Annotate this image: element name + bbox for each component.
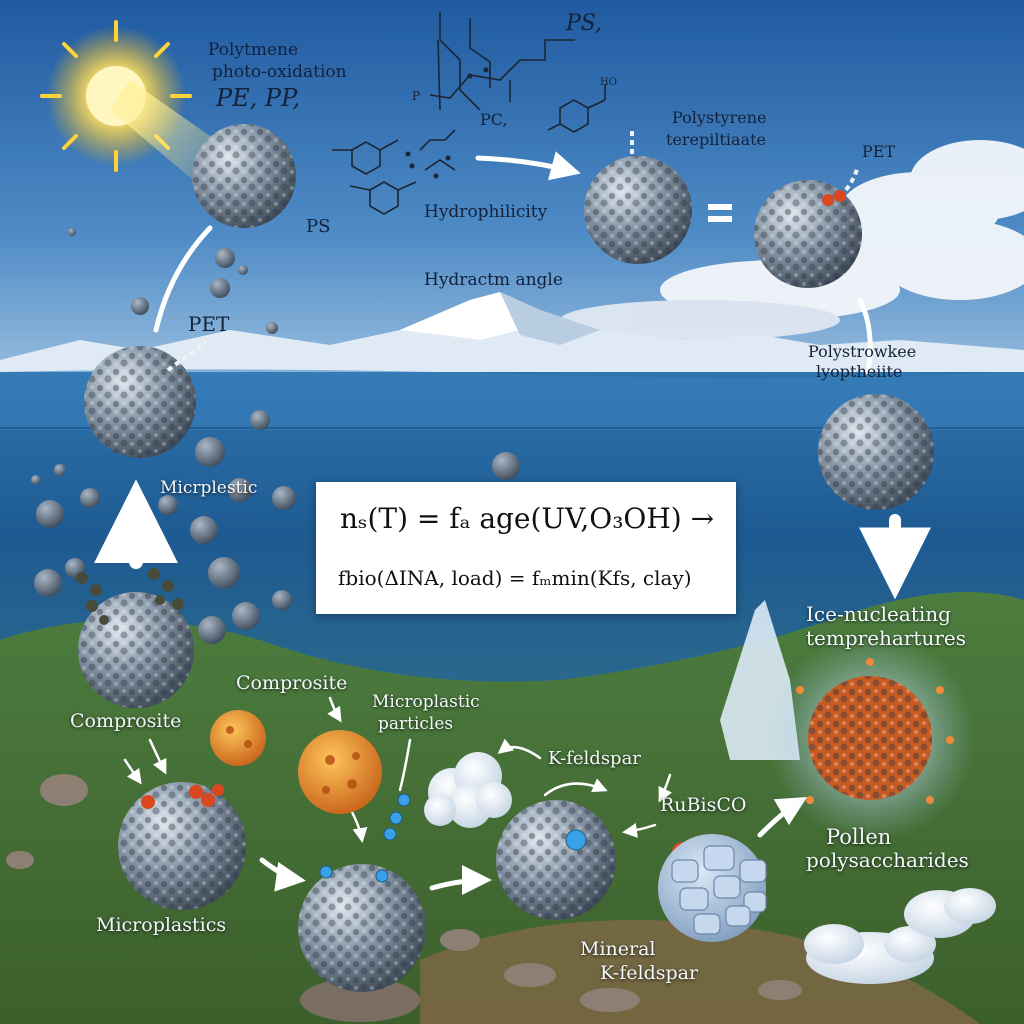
label-hydraction-angle: Hydractm angle [424,270,563,290]
label-ho: HO [600,77,617,88]
chem-dots [405,67,489,179]
label-microplastic-particles-line2: particles [378,714,454,734]
label-ps-top: PS, [566,11,603,36]
label-mineral: Mineral [580,938,656,960]
sphere-top-center [584,156,692,264]
formula-line-1: nₛ(T) = fₐ age(UV,O₃OH) → [340,502,715,535]
label-polystyrene: Polystyrene [672,108,767,127]
label-pe-pp: PE, PP, [216,84,300,112]
label-k-feldspar-bottom: K-feldspar [600,962,699,984]
sphere-right-underwater [818,394,934,510]
molecule-structure-icon [332,12,606,215]
pollen-grain-icon [210,710,382,814]
label-polystrowkee: Polystrowkee [808,342,917,361]
label-k-feldspar: K-feldspar [548,748,641,769]
label-comprosite-left: Comprosite [70,710,182,732]
label-pet-left: PET [188,312,230,336]
formula-box: nₛ(T) = fₐ age(UV,O₃OH) → fbio(ΔINA, loa… [316,482,736,614]
sphere-top-right [754,180,862,288]
label-pollen: Pollen [826,825,892,849]
label-ice-nucleating: Ice-nucleating [806,602,951,626]
microplastic-particle-icon [78,124,934,992]
label-terephthalate: terepiltiaate [666,130,767,149]
rocks [6,774,802,1022]
label-polysaccharides: polysaccharides [806,848,969,872]
sphere-bottom-left [118,782,246,910]
label-microplastic-particles-line1: Microplastic [372,692,480,712]
label-polytmene: Polytmene [208,40,299,60]
equals-sign [708,204,732,222]
sphere-top-left [192,124,296,228]
sphere-bottom-center [298,864,426,992]
ice-nucleation-composite [768,634,976,842]
label-ps-left: PS [306,216,331,237]
cloud-bank [560,140,1024,340]
sphere-bottom-middle [496,800,616,920]
formula-line-2: fbio(ΔINA, load) = fₘmin(Kfs, clay) [338,566,692,590]
sphere-surface-left [84,346,196,458]
label-p-chem: P [412,89,421,103]
label-temperatures: temprehartures [806,626,966,650]
label-rubisco: RuBisCO [660,794,747,816]
mineral-cluster-icon [424,752,996,984]
label-hydrophilicity: Hydrophilicity [424,202,548,222]
flow-arrow-icon [94,151,931,896]
label-photo-oxidation: photo-oxidation [212,62,347,82]
dirt-patch [420,920,980,1024]
label-lyoptheiite: lyoptheiite [816,362,903,381]
label-arrows [123,696,673,843]
label-pet-right: PET [862,142,896,161]
label-pc: PC, [480,110,508,129]
label-microplastics: Microplastics [96,914,227,936]
label-microplastic-mid: Micrplestic [160,478,258,498]
label-comprosite-mid: Comprosite [236,672,348,694]
